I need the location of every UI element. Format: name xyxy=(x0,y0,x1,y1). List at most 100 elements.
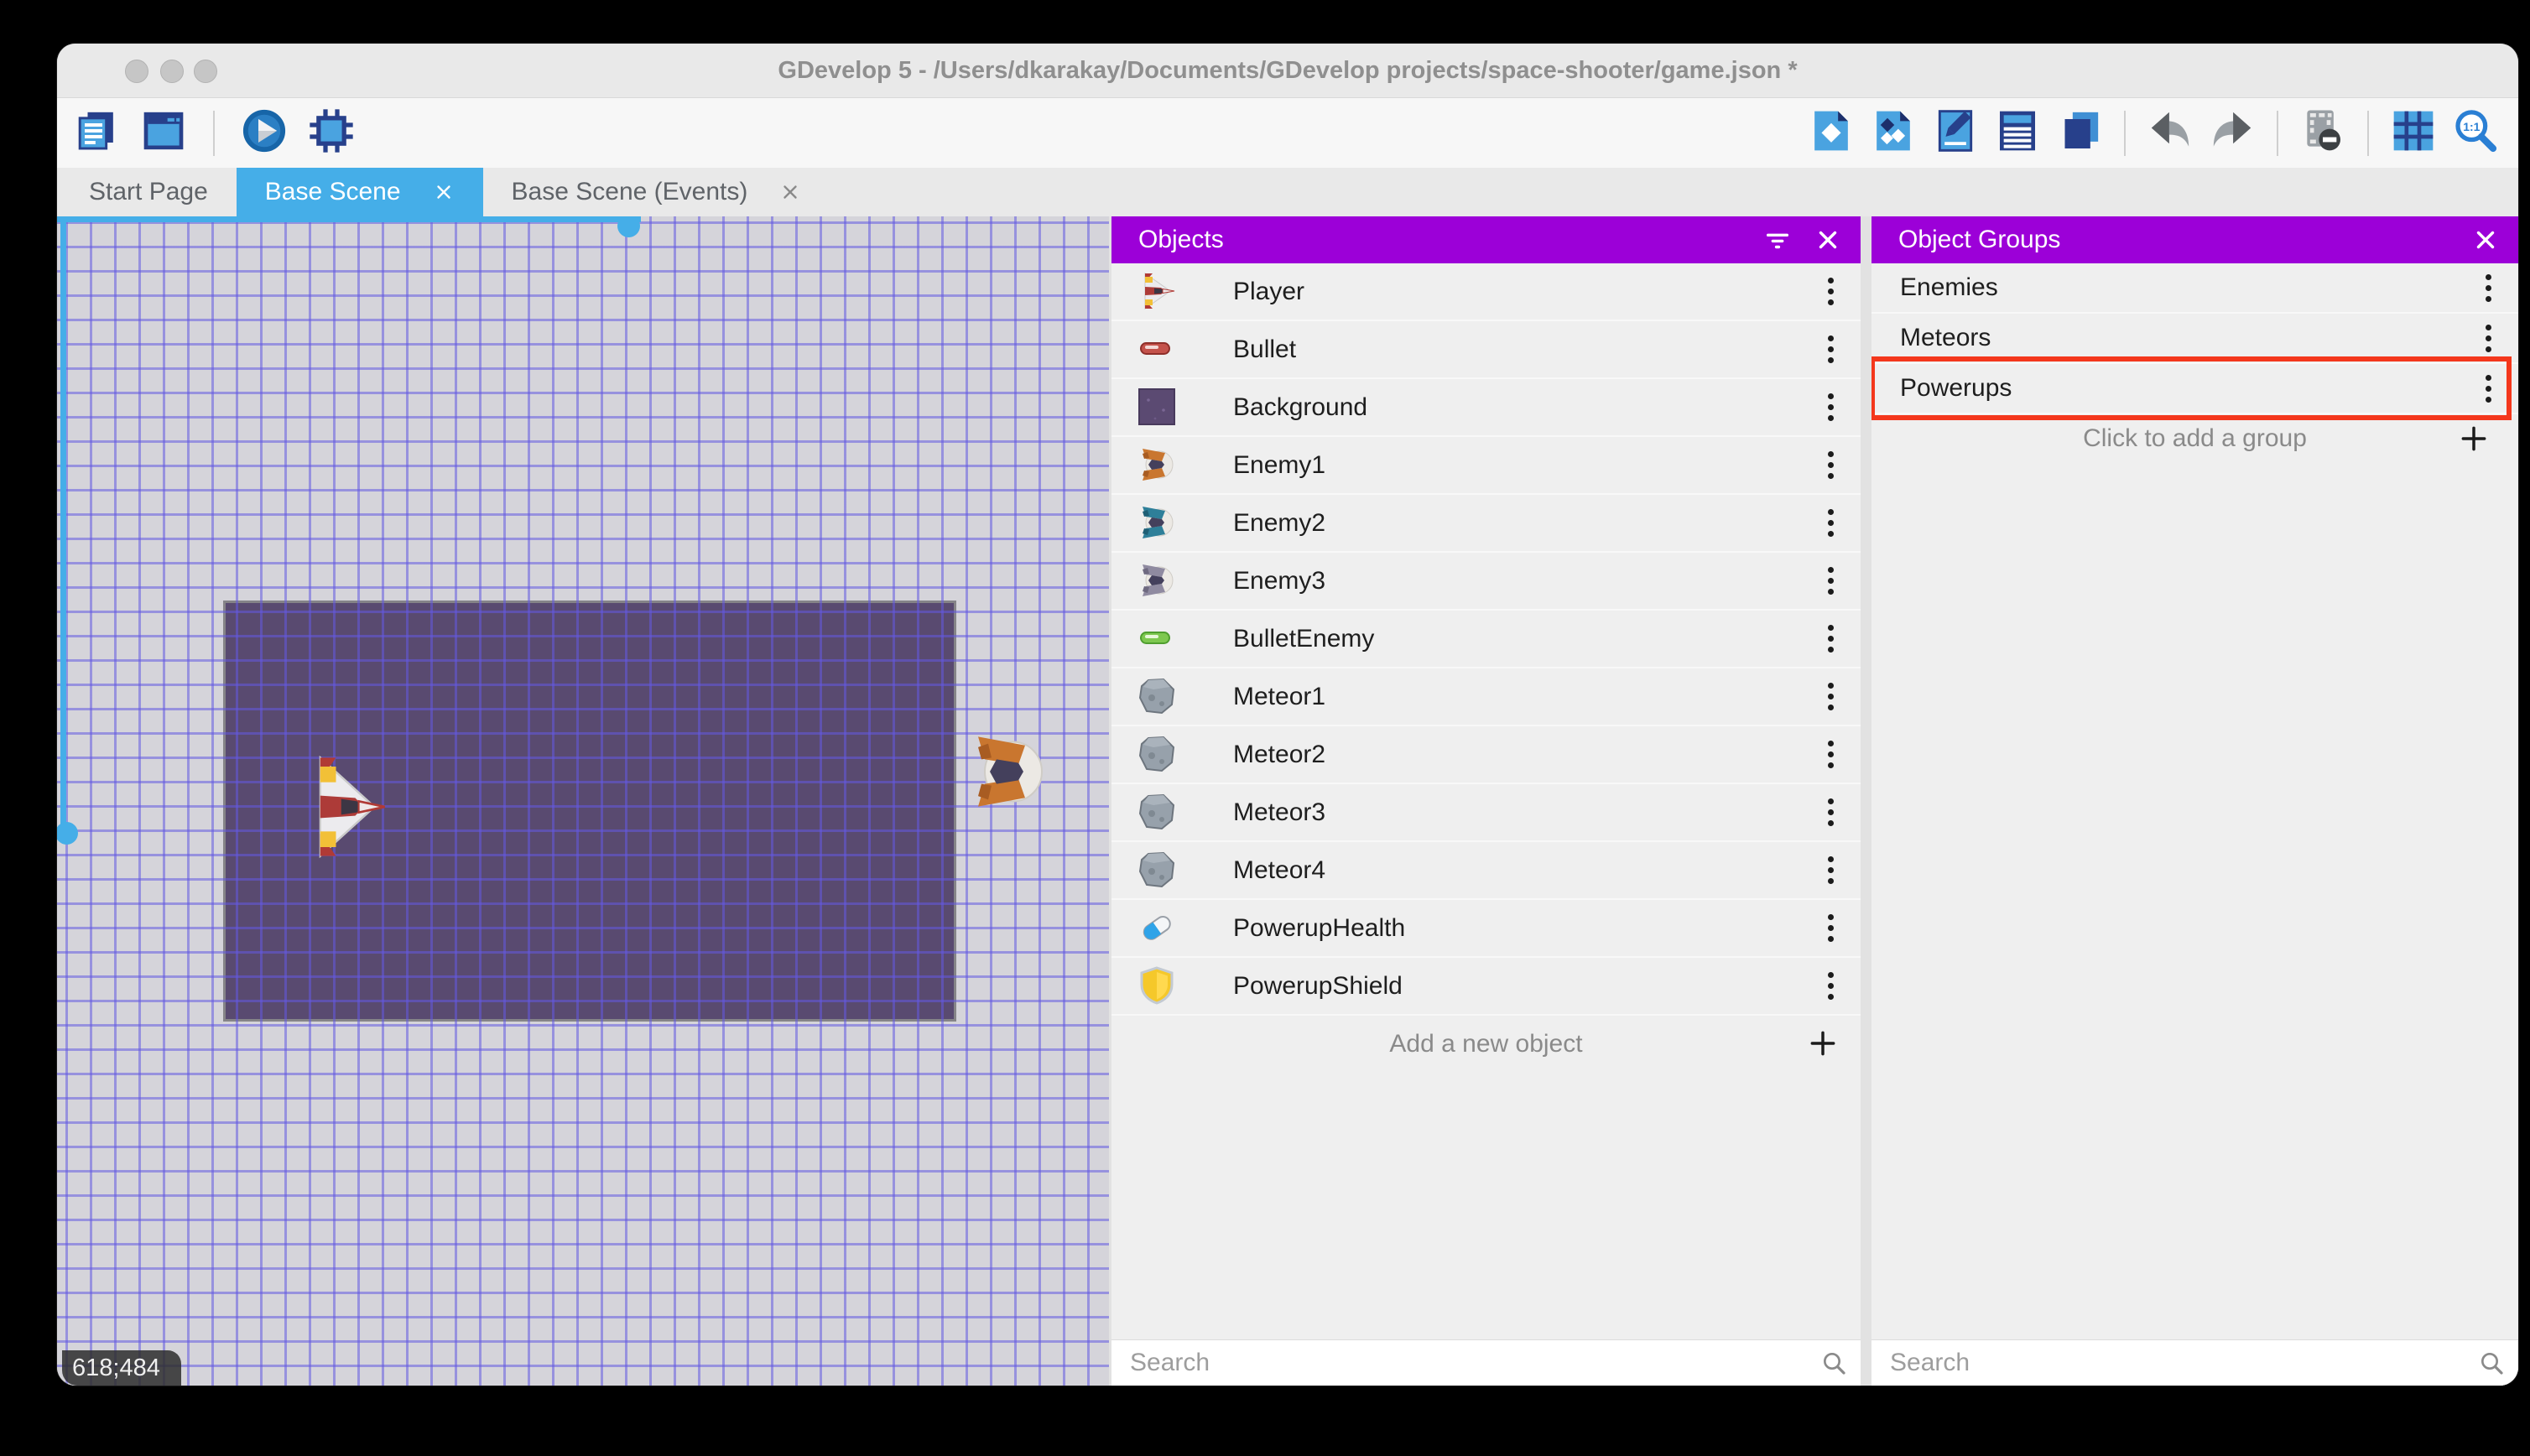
add-new-object-button[interactable]: Add a new object xyxy=(1111,1016,1861,1072)
zoom-ratio-label: 1:1 xyxy=(2463,120,2480,133)
close-icon[interactable] xyxy=(779,181,801,203)
kebab-menu-icon[interactable] xyxy=(1812,842,1849,898)
horizontal-scroll-thumb[interactable] xyxy=(617,216,640,237)
kebab-menu-icon[interactable] xyxy=(1812,379,1849,435)
object-row-player[interactable]: Player xyxy=(1111,263,1861,321)
close-icon[interactable] xyxy=(433,181,455,203)
kebab-menu-icon[interactable] xyxy=(1812,321,1849,377)
group-row-meteors[interactable]: Meteors xyxy=(1871,314,2518,364)
tab-label: Base Scene (Events) xyxy=(511,178,748,205)
kebab-menu-icon[interactable] xyxy=(1812,668,1849,725)
kebab-menu-icon[interactable] xyxy=(2470,364,2507,413)
grid-button[interactable] xyxy=(2389,109,2438,158)
object-groups-button[interactable] xyxy=(1869,109,1918,158)
filter-icon[interactable] xyxy=(1763,226,1792,254)
render-mask-icon xyxy=(2299,107,2346,159)
kebab-menu-icon[interactable] xyxy=(1812,900,1849,956)
object-label: Meteor2 xyxy=(1233,740,1326,768)
enemy-instance[interactable] xyxy=(968,730,1049,814)
enemy1-ship-icon xyxy=(1137,445,1177,485)
group-label: Enemies xyxy=(1900,273,1998,301)
object-row-enemy1[interactable]: Enemy1 xyxy=(1111,437,1861,495)
object-groups-icon xyxy=(1870,107,1917,159)
objects-panel-title: Objects xyxy=(1138,226,1224,253)
maximize-window-button[interactable] xyxy=(194,60,217,83)
group-row-powerups[interactable]: Powerups xyxy=(1871,356,2518,420)
zoom-ratio-button[interactable]: 1:1 xyxy=(2451,109,2500,158)
object-row-enemy2[interactable]: Enemy2 xyxy=(1111,495,1861,553)
object-row-meteor1[interactable]: Meteor1 xyxy=(1111,668,1861,726)
tab-base-scene-events[interactable]: Base Scene (Events) xyxy=(483,168,830,216)
object-row-poweruphealth[interactable]: PowerupHealth xyxy=(1111,900,1861,958)
gdevelop-window: GDevelop 5 - /Users/dkarakay/Documents/G… xyxy=(57,44,2518,1386)
kebab-menu-icon[interactable] xyxy=(2470,314,2507,362)
kebab-menu-icon[interactable] xyxy=(1812,437,1849,493)
tab-start-page[interactable]: Start Page xyxy=(60,168,237,216)
layers-icon xyxy=(2056,107,2103,159)
kebab-menu-icon[interactable] xyxy=(1812,784,1849,840)
powerup-shield-icon xyxy=(1137,965,1177,1006)
open-scene-button[interactable] xyxy=(139,109,188,158)
objects-panel-button[interactable] xyxy=(1807,109,1856,158)
undo-icon xyxy=(2147,107,2194,159)
group-row-enemies[interactable]: Enemies xyxy=(1871,263,2518,314)
vertical-scroll-indicator[interactable] xyxy=(57,216,78,845)
plus-icon[interactable] xyxy=(2458,423,2490,455)
search-icon[interactable] xyxy=(2478,1349,2505,1376)
kebab-menu-icon[interactable] xyxy=(2470,263,2507,312)
horizontal-scroll-indicator[interactable] xyxy=(57,216,641,237)
object-groups-panel: Object Groups Enemies Meteors Powerups Clic… xyxy=(1871,216,2518,1386)
zoom-ratio-icon: 1:1 xyxy=(2452,107,2499,159)
project-manager-icon xyxy=(73,107,120,159)
group-label: Powerups xyxy=(1900,374,2012,402)
properties-button[interactable] xyxy=(1931,109,1980,158)
redo-button[interactable] xyxy=(2208,109,2257,158)
scene-window-icon xyxy=(140,107,187,159)
close-icon[interactable] xyxy=(1814,226,1842,254)
groups-search-input[interactable] xyxy=(1871,1340,2518,1386)
object-label: Meteor1 xyxy=(1233,682,1326,710)
object-row-meteor3[interactable]: Meteor3 xyxy=(1111,784,1861,842)
object-row-meteor4[interactable]: Meteor4 xyxy=(1111,842,1861,900)
play-preview-button[interactable] xyxy=(240,109,289,158)
kebab-menu-icon[interactable] xyxy=(1812,263,1849,320)
kebab-menu-icon[interactable] xyxy=(1812,495,1849,551)
tab-base-scene[interactable]: Base Scene xyxy=(236,168,483,216)
close-icon[interactable] xyxy=(2471,226,2500,254)
object-groups-panel-header: Object Groups xyxy=(1871,216,2518,263)
object-label: Meteor3 xyxy=(1233,798,1326,826)
kebab-menu-icon[interactable] xyxy=(1812,958,1849,1014)
debug-button[interactable] xyxy=(307,109,356,158)
bullet-enemy-icon xyxy=(1137,618,1177,658)
object-row-background[interactable]: Background xyxy=(1111,379,1861,437)
render-mask-button[interactable] xyxy=(2298,109,2347,158)
minimize-window-button[interactable] xyxy=(160,60,184,83)
object-row-powerupshield[interactable]: PowerupShield xyxy=(1111,958,1861,1016)
kebab-menu-icon[interactable] xyxy=(1812,553,1849,609)
scene-editor-canvas[interactable]: 618;484 xyxy=(57,216,1109,1386)
layers-button[interactable] xyxy=(2055,109,2104,158)
meteor-icon xyxy=(1137,850,1177,890)
tab-label: Base Scene xyxy=(264,178,401,205)
titlebar: GDevelop 5 - /Users/dkarakay/Documents/G… xyxy=(57,44,2518,98)
object-row-meteor2[interactable]: Meteor2 xyxy=(1111,726,1861,784)
project-manager-button[interactable] xyxy=(72,109,121,158)
objects-search-input[interactable] xyxy=(1111,1340,1861,1386)
kebab-menu-icon[interactable] xyxy=(1812,611,1849,667)
close-window-button[interactable] xyxy=(125,60,148,83)
play-preview-icon xyxy=(241,107,288,159)
plus-icon[interactable] xyxy=(1807,1027,1839,1059)
toolbar-divider xyxy=(213,110,215,156)
vertical-scroll-thumb[interactable] xyxy=(57,822,78,845)
object-label: Meteor4 xyxy=(1233,855,1326,884)
object-row-bulletenemy[interactable]: BulletEnemy xyxy=(1111,611,1861,668)
object-row-enemy3[interactable]: Enemy3 xyxy=(1111,553,1861,611)
kebab-menu-icon[interactable] xyxy=(1812,726,1849,783)
search-icon[interactable] xyxy=(1820,1349,1847,1376)
instances-list-button[interactable] xyxy=(1993,109,2042,158)
object-row-bullet[interactable]: Bullet xyxy=(1111,321,1861,379)
player-instance[interactable] xyxy=(305,753,388,861)
undo-button[interactable] xyxy=(2146,109,2194,158)
add-group-button[interactable]: Click to add a group xyxy=(1871,414,2518,463)
meteor-icon xyxy=(1137,676,1177,716)
